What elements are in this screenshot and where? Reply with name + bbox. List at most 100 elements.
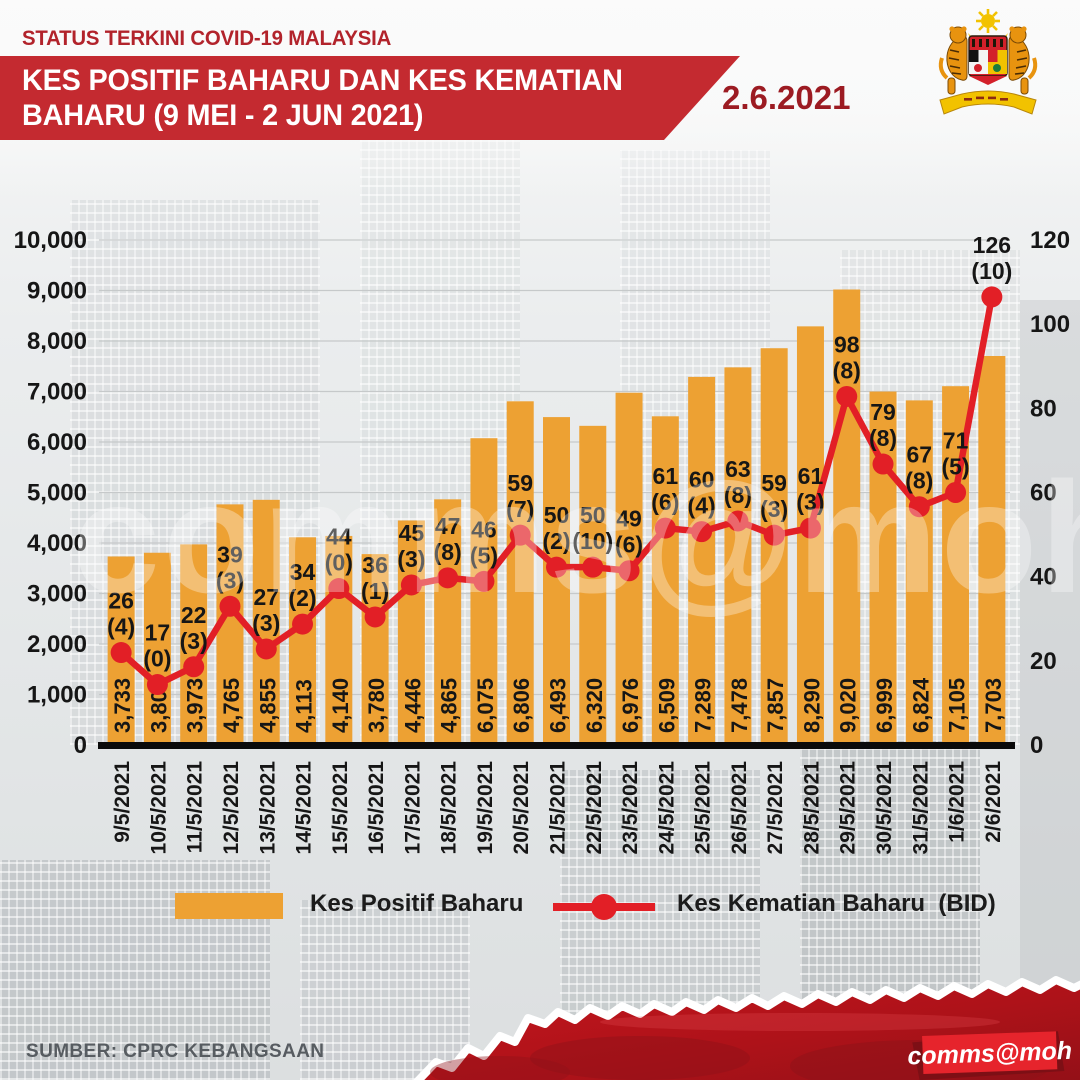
bar-value-label: 7,478 xyxy=(727,678,752,733)
deaths-value-label: 26 xyxy=(108,588,134,614)
x-axis-label: 18/5/2021 xyxy=(438,761,461,855)
line-dot-icon xyxy=(553,894,655,920)
deaths-bid-label: (0) xyxy=(143,646,171,672)
deaths-value-label: 27 xyxy=(253,584,279,610)
x-axis-label: 21/5/2021 xyxy=(547,761,570,855)
deaths-bid-label: (3) xyxy=(796,489,824,515)
bar-value-label: 7,857 xyxy=(763,678,788,733)
left-axis-tick: 5,000 xyxy=(27,480,87,507)
deaths-point-28/5/2021 xyxy=(799,517,821,539)
deaths-value-label: 22 xyxy=(181,602,207,628)
left-axis-tick: 0 xyxy=(74,732,87,759)
deaths-bid-label: (8) xyxy=(905,468,933,494)
x-axis-label: 10/5/2021 xyxy=(147,761,170,855)
tiger-right-icon xyxy=(1008,26,1038,95)
deaths-bid-label: (5) xyxy=(470,542,498,568)
legend-label-deaths: Kes Kematian Baharu (BID) xyxy=(677,890,996,917)
bar-value-label: 6,824 xyxy=(908,677,933,733)
bar-value-label: 6,976 xyxy=(618,678,643,733)
bar-value-label: 7,289 xyxy=(691,678,716,733)
right-axis-tick: 20 xyxy=(1030,648,1057,675)
deaths-point-21/5/2021 xyxy=(546,556,567,578)
deaths-value-label: 47 xyxy=(435,513,461,539)
deaths-point-2/6/2021 xyxy=(981,286,1003,308)
x-axis-line xyxy=(98,742,1015,749)
x-axis-label: 9/5/2021 xyxy=(111,761,134,843)
bar-value-label: 3,780 xyxy=(364,678,389,733)
deaths-point-27/5/2021 xyxy=(763,524,785,546)
bar-value-label: 6,999 xyxy=(872,678,897,733)
source-note: SUMBER: CPRC KEBANGSAAN xyxy=(26,1041,325,1062)
deaths-bid-label: (8) xyxy=(434,539,462,565)
bar-value-label: 4,140 xyxy=(328,678,353,733)
deaths-point-11/5/2021 xyxy=(183,656,205,678)
deaths-point-29/5/2021 xyxy=(836,385,858,407)
deaths-point-26/5/2021 xyxy=(727,510,749,532)
deaths-point-16/5/2021 xyxy=(364,606,386,628)
bar-value-label: 4,765 xyxy=(219,678,244,733)
deaths-point-24/5/2021 xyxy=(654,517,676,539)
bar-value-label: 9,020 xyxy=(836,678,861,733)
left-axis-tick: 4,000 xyxy=(27,530,87,557)
x-axis-label: 12/5/2021 xyxy=(220,761,243,855)
legend-label-cases: Kes Positif Baharu xyxy=(310,890,524,917)
deaths-value-label: 79 xyxy=(870,399,896,425)
bar-value-label: 4,855 xyxy=(255,678,280,733)
bar-value-label: 6,075 xyxy=(473,678,498,733)
bar-value-label: 3,733 xyxy=(110,678,135,733)
left-axis-tick: 6,000 xyxy=(27,429,87,456)
bar-15/5/2021 xyxy=(325,535,353,745)
x-axis-label: 13/5/2021 xyxy=(256,761,279,855)
deaths-point-1/6/2021 xyxy=(945,482,967,503)
bar-value-label: 4,446 xyxy=(400,678,425,733)
x-axis-label: 27/5/2021 xyxy=(764,761,787,855)
deaths-point-17/5/2021 xyxy=(400,574,422,596)
deaths-bid-label: (3) xyxy=(180,628,208,654)
deaths-bid-label: (10) xyxy=(572,528,613,554)
x-axis-label: 11/5/2021 xyxy=(184,761,207,854)
kicker-title: STATUS TERKINI COVID-19 MALAYSIA xyxy=(22,27,392,50)
right-axis-tick: 80 xyxy=(1030,395,1057,422)
right-axis-tick: 0 xyxy=(1030,732,1043,759)
page-title-line1: KES POSITIF BAHARU DAN KES KEMATIAN xyxy=(22,64,623,97)
deaths-value-label: 59 xyxy=(761,470,787,496)
left-axis-tick: 10,000 xyxy=(14,227,87,254)
deaths-bid-label: (6) xyxy=(651,489,679,515)
deaths-point-23/5/2021 xyxy=(618,560,640,582)
deaths-value-label: 98 xyxy=(834,331,860,357)
x-axis-label: 14/5/2021 xyxy=(293,761,316,855)
deaths-bid-label: (4) xyxy=(107,614,135,640)
deaths-value-label: 71 xyxy=(943,428,969,454)
deaths-point-30/5/2021 xyxy=(872,453,894,475)
deaths-bid-label: (2) xyxy=(288,585,316,611)
x-axis-label: 17/5/2021 xyxy=(401,761,424,855)
x-axis-label: 15/5/2021 xyxy=(329,761,352,855)
x-axis-label: 26/5/2021 xyxy=(728,761,751,855)
deaths-value-label: 61 xyxy=(798,463,824,489)
deaths-value-label: 17 xyxy=(145,620,171,646)
title-banner: KES POSITIF BAHARU DAN KES KEMATIAN BAHA… xyxy=(0,56,740,140)
chart-legend: Kes Positif Baharu Kes Kematian Baharu (… xyxy=(0,886,1080,930)
deaths-point-19/5/2021 xyxy=(473,570,495,592)
deaths-bid-label: (10) xyxy=(971,258,1012,284)
deaths-point-22/5/2021 xyxy=(582,556,604,578)
deaths-value-label: 44 xyxy=(326,524,352,550)
left-axis-tick: 3,000 xyxy=(27,581,87,608)
deaths-bid-label: (6) xyxy=(615,532,643,558)
bar-value-label: 4,865 xyxy=(437,678,462,733)
deaths-value-label: 60 xyxy=(689,467,715,493)
shield-icon xyxy=(968,35,1008,85)
bar-value-label: 6,509 xyxy=(654,678,679,733)
deaths-bid-label: (1) xyxy=(361,578,389,604)
deaths-point-15/5/2021 xyxy=(328,578,350,600)
deaths-value-label: 34 xyxy=(290,559,316,585)
deaths-point-18/5/2021 xyxy=(437,567,459,589)
deaths-point-12/5/2021 xyxy=(219,595,241,617)
bar-value-label: 3,973 xyxy=(183,678,208,733)
deaths-bid-label: (3) xyxy=(252,610,280,636)
tiger-left-icon xyxy=(938,26,968,95)
x-axis-label: 30/5/2021 xyxy=(873,761,896,855)
deaths-point-25/5/2021 xyxy=(691,521,713,543)
deaths-value-label: 50 xyxy=(580,502,606,528)
malaysia-coat-of-arms-logo xyxy=(938,9,1038,115)
